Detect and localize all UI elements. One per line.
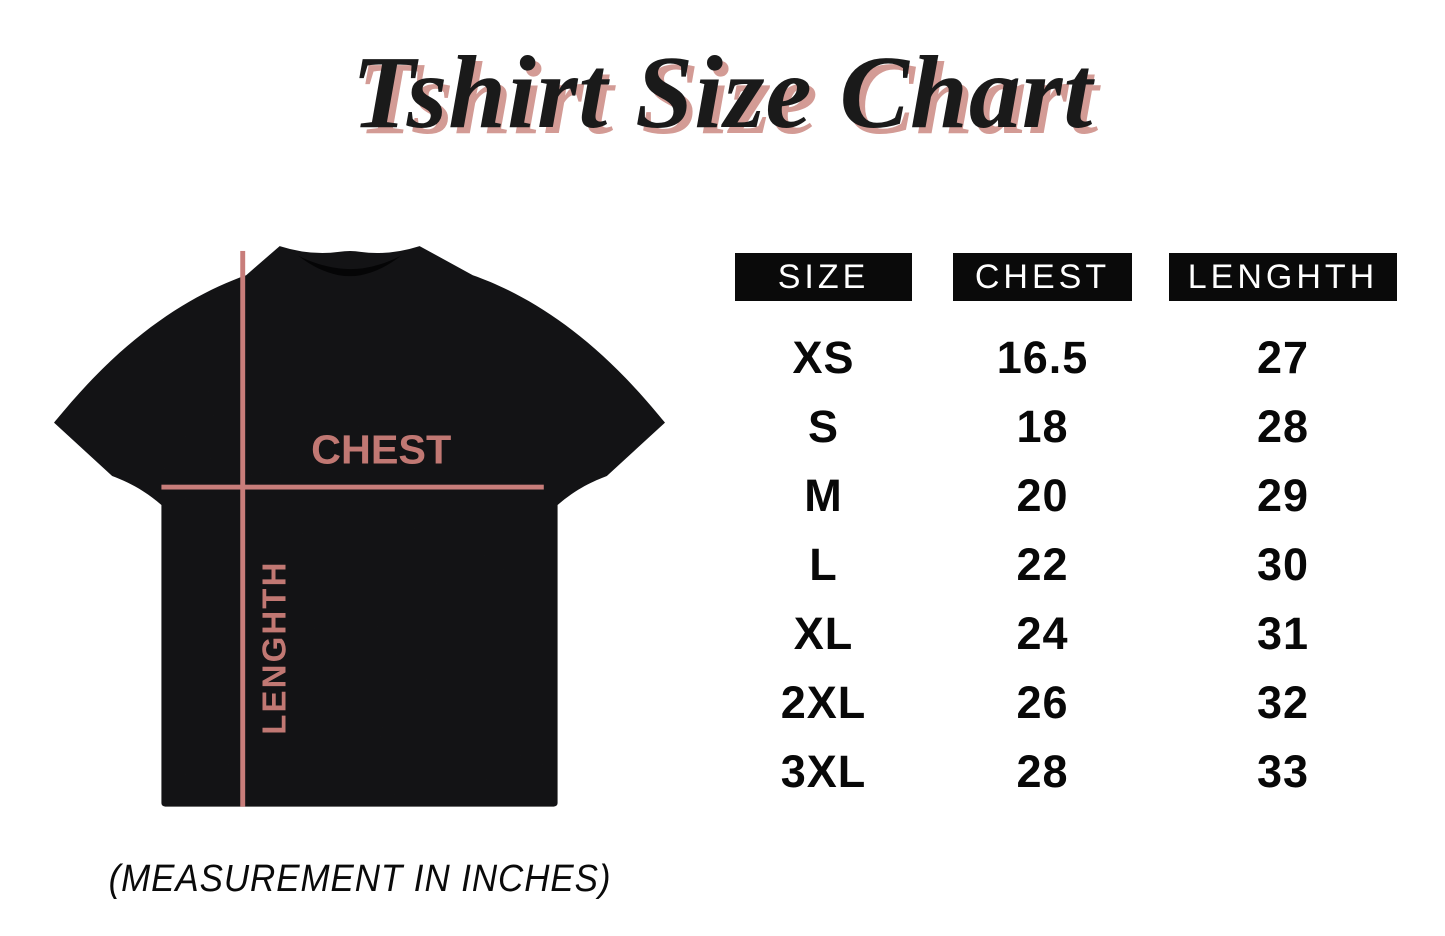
svg-text:LENGHTH: LENGHTH xyxy=(256,560,293,734)
svg-text:CHEST: CHEST xyxy=(311,427,451,473)
